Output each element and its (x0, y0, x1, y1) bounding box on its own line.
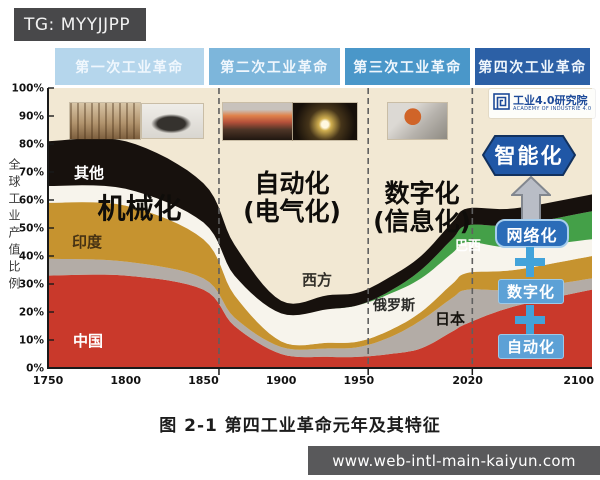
y-tick-label: 60% (19, 195, 45, 207)
region-label-india: 印度 (72, 233, 103, 251)
light-bulbs-photo (293, 103, 357, 140)
x-tick-label: 1800 (110, 374, 141, 387)
steam-locomotive-photo (142, 104, 203, 138)
y-tick-label: 0% (26, 363, 44, 375)
header-first-industrial-revolution: 第一次工业革命 (55, 48, 204, 85)
region-label-russia: 俄罗斯 (373, 298, 415, 314)
goal-label: 智能化 (494, 144, 564, 168)
header-fourth-industrial-revolution: 第四次工业革命 (475, 48, 590, 85)
y-tick-label: 70% (19, 167, 45, 179)
x-tick-label: 2100 (563, 374, 594, 387)
goal-hexagon: 智能化 (481, 135, 577, 177)
era-label-automation-main: 自动化 (254, 169, 330, 198)
robot-arm-photo (388, 103, 447, 139)
era-label-digitalization: 数字化 (信息化) (360, 180, 484, 236)
region-label-west: 西方 (302, 271, 333, 289)
region-label-other: 其他 (74, 164, 105, 182)
x-tick-label: 1750 (33, 374, 64, 387)
y-tick-label: 80% (19, 139, 45, 151)
y-axis-title: 全球工业产值比例 (7, 158, 21, 294)
y-tick-label: 100% (12, 83, 45, 95)
region-label-japan: 日本 (435, 310, 466, 328)
era-label-digitalization-sub: (信息化) (373, 207, 471, 236)
textile-machine-photo (70, 103, 140, 139)
era-label-automation-sub: (电气化) (243, 197, 341, 226)
plus-icon (515, 305, 545, 335)
x-tick-label: 1850 (188, 374, 219, 387)
flow-step-networking: 网络化 (495, 219, 569, 248)
era-label-digitalization-main: 数字化 (384, 179, 460, 208)
logo-subtitle: ACADEMY OF INDUSTRIE 4.0 (513, 106, 592, 112)
region-label-brazil: 巴西 (455, 239, 482, 254)
logo-title: 工业4.0研究院 (513, 94, 588, 107)
x-tick-label: 1950 (344, 374, 375, 387)
electrified-factory-photo (223, 103, 292, 140)
industry40-academy-logo: 工业4.0研究院 ACADEMY OF INDUSTRIE 4.0 (489, 89, 595, 118)
figure-caption: 图 2-1 第四工业革命元年及其特征 (159, 416, 441, 436)
area-china (48, 274, 592, 368)
x-tick-label: 2020 (452, 374, 483, 387)
header-second-industrial-revolution: 第二次工业革命 (209, 48, 340, 85)
y-tick-label: 40% (19, 251, 45, 263)
era-label-mechanization: 机械化 (92, 195, 187, 223)
hexagon-shape-icon (481, 135, 577, 176)
area-japan (48, 258, 592, 358)
y-tick-label: 90% (19, 111, 45, 123)
header-third-industrial-revolution: 第三次工业革命 (345, 48, 470, 85)
flow-step-automation: 自动化 (498, 334, 564, 359)
y-tick-label: 20% (19, 307, 45, 319)
area-india (48, 202, 592, 350)
era-label-mechanization-main: 机械化 (97, 192, 182, 225)
y-tick-label: 50% (19, 223, 45, 235)
y-tick-label: 30% (19, 279, 45, 291)
watermark-badge: TG: MYYJJPP (14, 8, 146, 41)
region-label-china: 中国 (73, 332, 104, 350)
watermark-url-bar: www.web-intl-main-kaiyun.com (308, 446, 600, 475)
y-tick-label: 10% (19, 335, 45, 347)
maze-square-icon (493, 93, 510, 114)
flow-step-digitalization: 数字化 (498, 279, 564, 304)
area-other (48, 138, 592, 316)
plus-icon (515, 247, 545, 277)
area-russia (48, 185, 592, 346)
era-label-automation: 自动化 (电气化) (228, 170, 356, 226)
x-tick-label: 1900 (266, 374, 297, 387)
